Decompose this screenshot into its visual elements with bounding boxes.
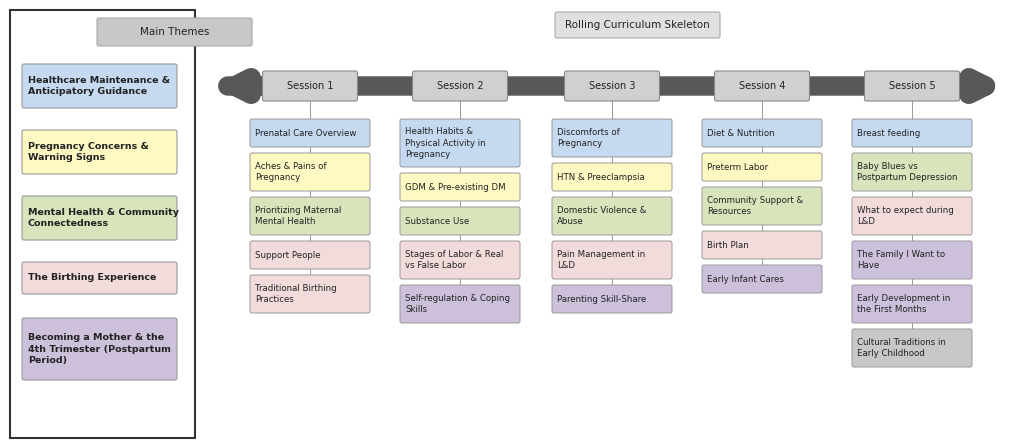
FancyBboxPatch shape [702, 153, 822, 181]
Text: Birth Plan: Birth Plan [707, 240, 749, 249]
FancyBboxPatch shape [400, 173, 520, 201]
Text: Healthcare Maintenance &
Anticipatory Guidance: Healthcare Maintenance & Anticipatory Gu… [28, 76, 170, 96]
Text: Parenting Skill-Share: Parenting Skill-Share [557, 294, 646, 303]
Text: Aches & Pains of
Pregnancy: Aches & Pains of Pregnancy [255, 162, 327, 182]
FancyBboxPatch shape [852, 153, 972, 191]
FancyBboxPatch shape [552, 119, 672, 157]
Text: Stages of Labor & Real
vs False Labor: Stages of Labor & Real vs False Labor [406, 250, 504, 270]
FancyBboxPatch shape [97, 18, 252, 46]
Text: Mental Health & Community
Connectedness: Mental Health & Community Connectedness [28, 208, 179, 228]
FancyBboxPatch shape [702, 265, 822, 293]
FancyBboxPatch shape [413, 71, 508, 101]
FancyBboxPatch shape [552, 163, 672, 191]
FancyBboxPatch shape [852, 329, 972, 367]
Text: Health Habits &
Physical Activity in
Pregnancy: Health Habits & Physical Activity in Pre… [406, 128, 485, 159]
Text: Pregnancy Concerns &
Warning Signs: Pregnancy Concerns & Warning Signs [28, 142, 148, 162]
Text: The Family I Want to
Have: The Family I Want to Have [857, 250, 945, 270]
FancyBboxPatch shape [852, 197, 972, 235]
FancyBboxPatch shape [552, 285, 672, 313]
Text: Session 5: Session 5 [889, 81, 935, 91]
Text: Session 2: Session 2 [436, 81, 483, 91]
Text: Cultural Traditions in
Early Childhood: Cultural Traditions in Early Childhood [857, 338, 946, 358]
FancyBboxPatch shape [715, 71, 810, 101]
FancyBboxPatch shape [10, 10, 195, 438]
FancyBboxPatch shape [555, 12, 720, 38]
FancyBboxPatch shape [852, 285, 972, 323]
Text: Substance Use: Substance Use [406, 216, 469, 226]
FancyBboxPatch shape [702, 187, 822, 225]
Text: Prioritizing Maternal
Mental Health: Prioritizing Maternal Mental Health [255, 206, 341, 226]
FancyBboxPatch shape [250, 275, 370, 313]
FancyBboxPatch shape [400, 119, 520, 167]
FancyBboxPatch shape [852, 119, 972, 147]
Text: The Birthing Experience: The Birthing Experience [28, 273, 157, 282]
Text: Becoming a Mother & the
4th Trimester (Postpartum
Period): Becoming a Mother & the 4th Trimester (P… [28, 334, 171, 364]
FancyBboxPatch shape [702, 231, 822, 259]
Text: Session 3: Session 3 [589, 81, 635, 91]
Text: Discomforts of
Pregnancy: Discomforts of Pregnancy [557, 128, 620, 148]
Text: Diet & Nutrition: Diet & Nutrition [707, 128, 774, 137]
FancyBboxPatch shape [864, 71, 959, 101]
Text: Early Development in
the First Months: Early Development in the First Months [857, 294, 950, 314]
Text: Self-regulation & Coping
Skills: Self-regulation & Coping Skills [406, 294, 510, 314]
FancyBboxPatch shape [564, 71, 659, 101]
Text: GDM & Pre-existing DM: GDM & Pre-existing DM [406, 182, 506, 191]
Text: Traditional Birthing
Practices: Traditional Birthing Practices [255, 284, 337, 304]
Text: Session 4: Session 4 [738, 81, 785, 91]
FancyBboxPatch shape [250, 153, 370, 191]
Text: Rolling Curriculum Skeleton: Rolling Curriculum Skeleton [565, 20, 710, 30]
Text: Session 1: Session 1 [287, 81, 333, 91]
FancyBboxPatch shape [22, 130, 177, 174]
FancyBboxPatch shape [400, 207, 520, 235]
FancyBboxPatch shape [22, 262, 177, 294]
Text: Pain Management in
L&D: Pain Management in L&D [557, 250, 645, 270]
FancyBboxPatch shape [400, 241, 520, 279]
FancyBboxPatch shape [262, 71, 357, 101]
FancyBboxPatch shape [400, 285, 520, 323]
Text: Early Infant Cares: Early Infant Cares [707, 274, 784, 284]
FancyBboxPatch shape [702, 119, 822, 147]
Text: Community Support &
Resources: Community Support & Resources [707, 196, 803, 216]
Text: What to expect during
L&D: What to expect during L&D [857, 206, 953, 226]
Text: Preterm Labor: Preterm Labor [707, 162, 768, 172]
FancyBboxPatch shape [250, 241, 370, 269]
Text: Baby Blues vs
Postpartum Depression: Baby Blues vs Postpartum Depression [857, 162, 957, 182]
Text: Breast feeding: Breast feeding [857, 128, 921, 137]
Text: HTN & Preeclampsia: HTN & Preeclampsia [557, 173, 645, 182]
Text: Support People: Support People [255, 251, 321, 260]
FancyBboxPatch shape [552, 241, 672, 279]
FancyBboxPatch shape [852, 241, 972, 279]
Text: Domestic Violence &
Abuse: Domestic Violence & Abuse [557, 206, 646, 226]
FancyBboxPatch shape [552, 197, 672, 235]
FancyBboxPatch shape [22, 318, 177, 380]
FancyBboxPatch shape [22, 196, 177, 240]
FancyBboxPatch shape [22, 64, 177, 108]
Text: Main Themes: Main Themes [140, 27, 209, 37]
Text: Prenatal Care Overview: Prenatal Care Overview [255, 128, 356, 137]
FancyBboxPatch shape [250, 119, 370, 147]
FancyBboxPatch shape [250, 197, 370, 235]
